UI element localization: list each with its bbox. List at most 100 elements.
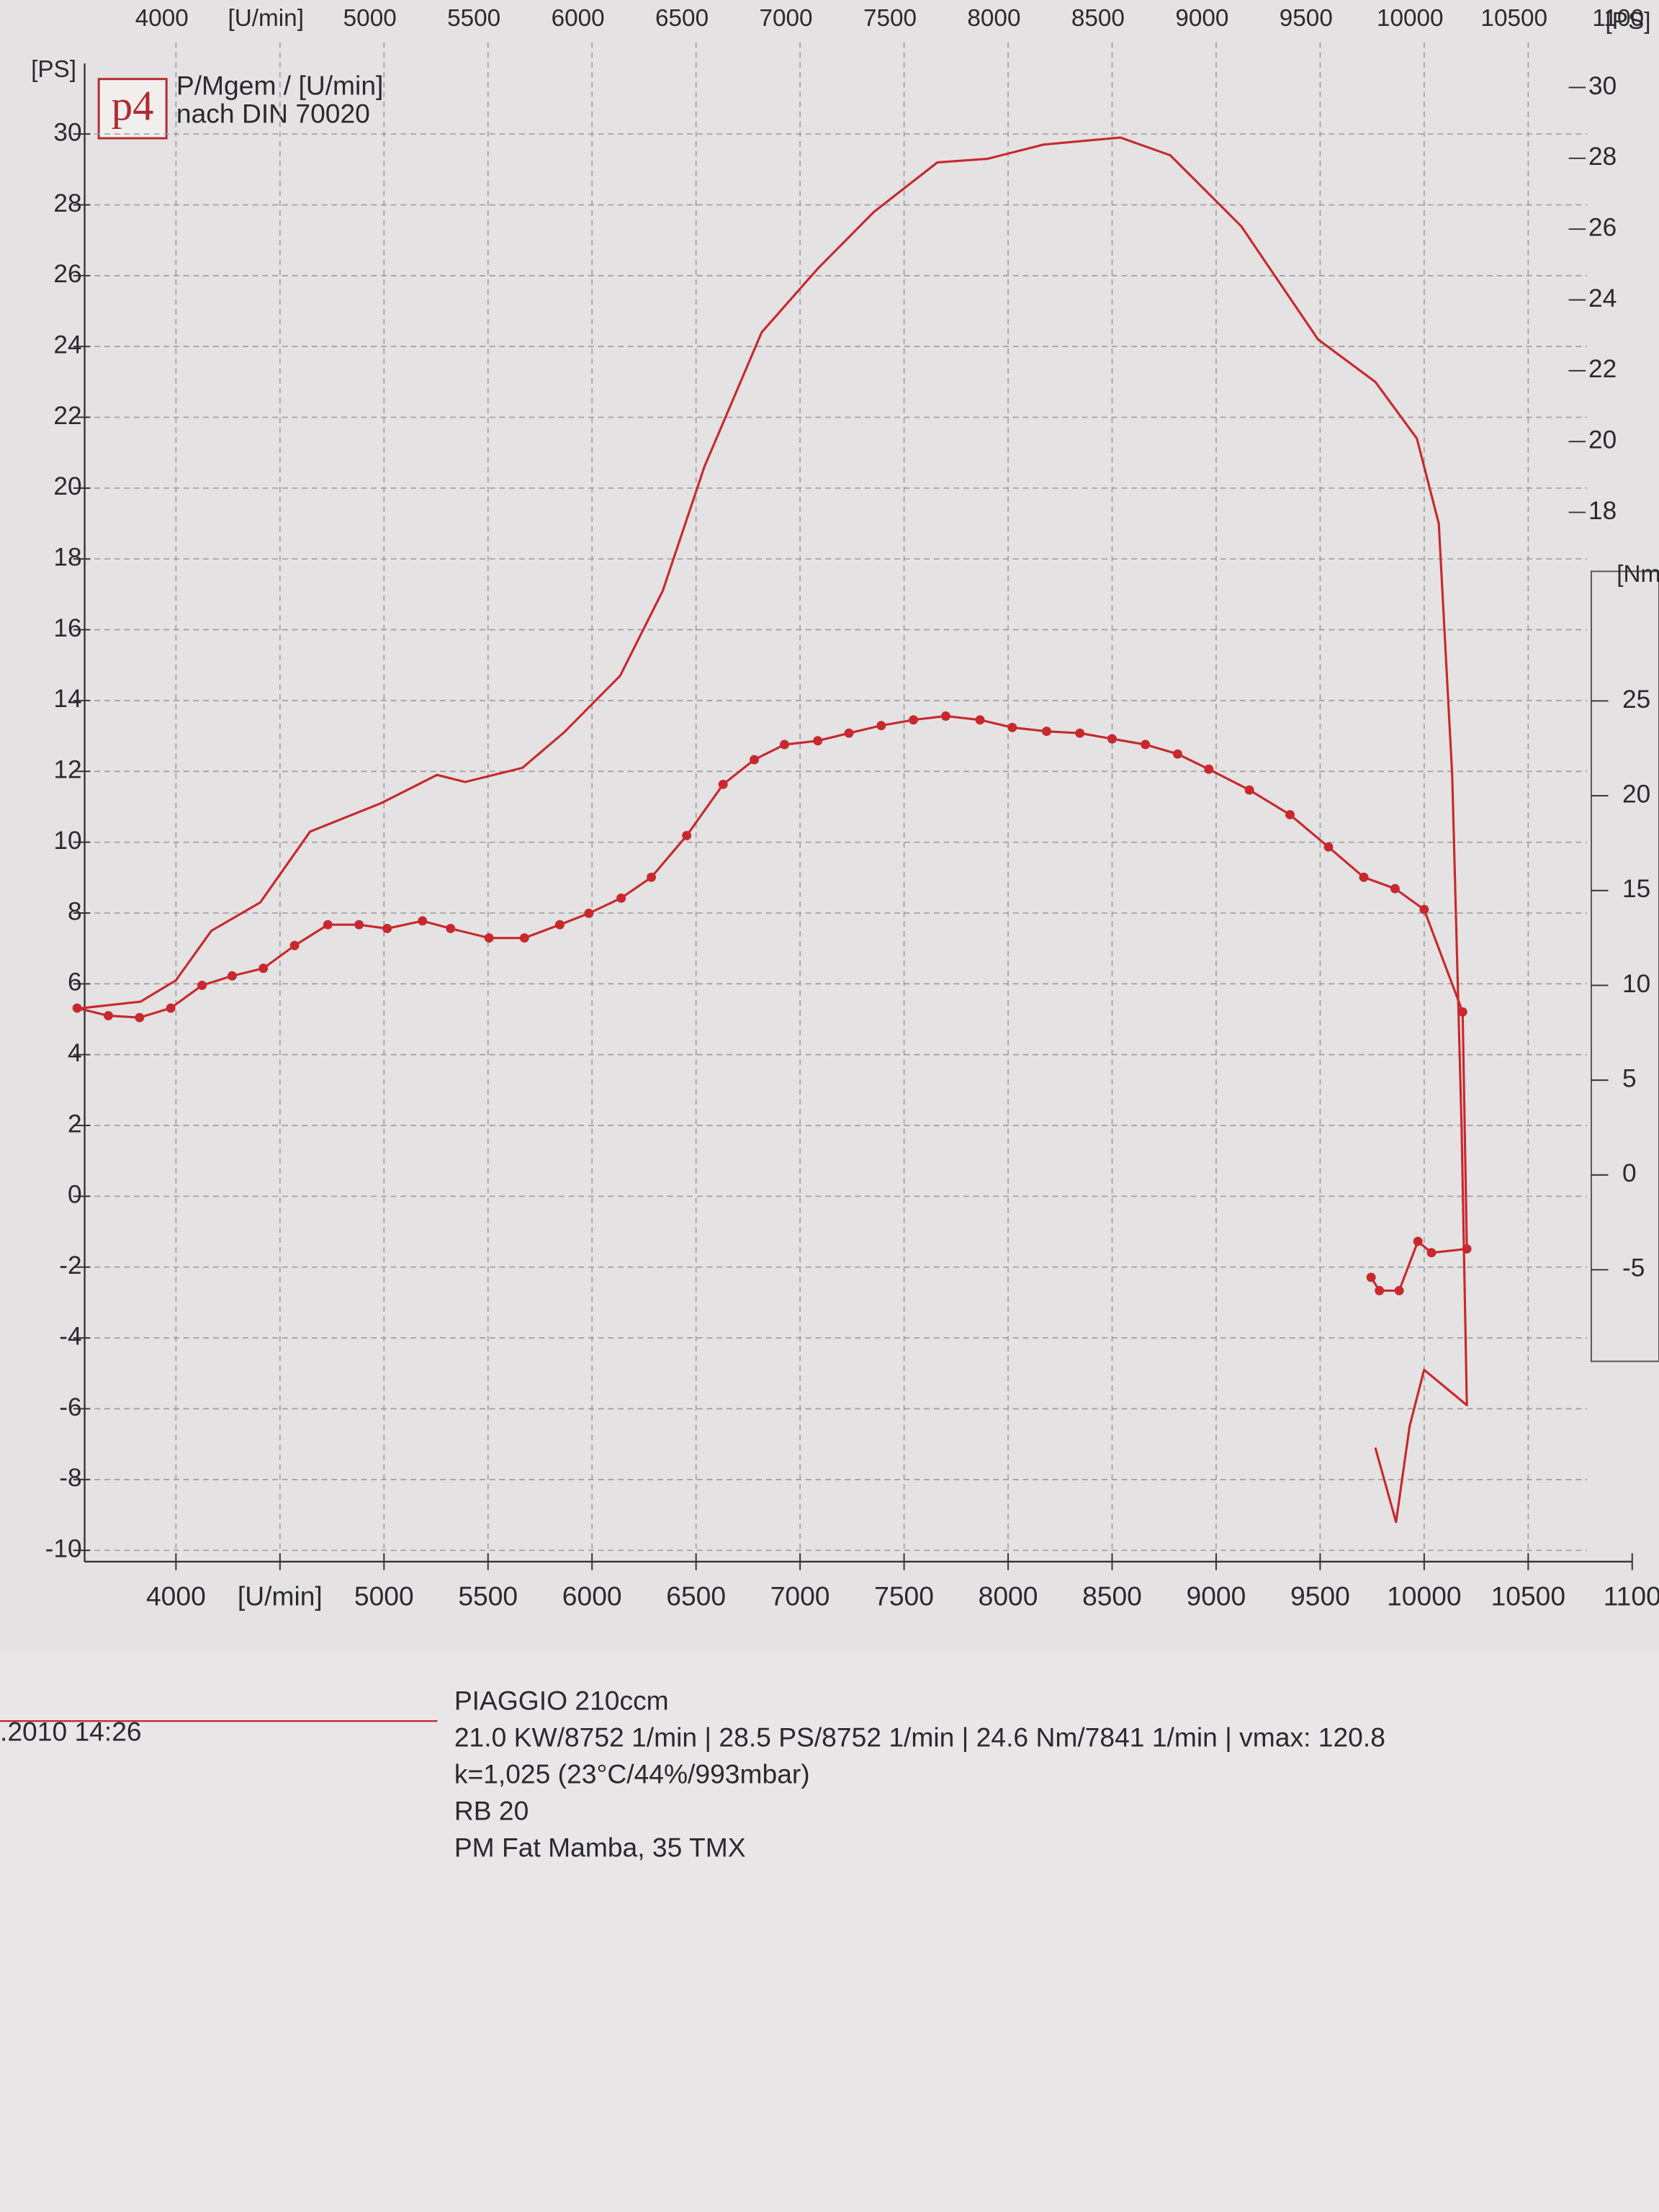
- y2-tick-label: -5: [1622, 1254, 1645, 1282]
- x-tick-label: 9500: [1290, 1581, 1350, 1611]
- data-point: [289, 940, 300, 950]
- data-point: [323, 920, 333, 930]
- x-top-tick-label: 8000: [967, 5, 1020, 32]
- info-line: PM Fat Mamba, 35 TMX: [454, 1832, 746, 1862]
- y3-tick-label: 26: [1588, 213, 1617, 241]
- data-line: [76, 136, 1468, 1524]
- data-point: [354, 920, 364, 930]
- x-top-tick-label: 7500: [863, 5, 917, 32]
- x-top-tick-label: 9500: [1280, 5, 1333, 32]
- y2-tick-label: 0: [1622, 1159, 1637, 1187]
- data-point: [909, 715, 919, 725]
- data-point: [484, 933, 494, 943]
- x-top-tick-label: 5500: [447, 5, 500, 32]
- x-tick-label: 1100: [1604, 1581, 1659, 1611]
- y-unit: [PS]: [31, 56, 76, 83]
- y-tick-label: 18: [53, 544, 81, 572]
- x-top-tick-label: 7000: [759, 5, 812, 32]
- data-point: [166, 1003, 176, 1013]
- x-top-tick-label: 10000: [1377, 5, 1444, 32]
- data-point: [876, 721, 886, 731]
- data-point: [519, 933, 529, 943]
- y-tick-label: -4: [59, 1322, 81, 1350]
- data-point: [584, 908, 594, 918]
- data-point: [1285, 809, 1295, 819]
- data-point: [446, 923, 456, 933]
- data-point: [1042, 727, 1051, 737]
- data-point: [940, 711, 950, 721]
- data-point: [1107, 734, 1117, 744]
- data-point: [1390, 884, 1400, 894]
- data-point: [1141, 739, 1151, 750]
- logo-box: [97, 78, 168, 140]
- info-line: PIAGGIO 210ccm: [454, 1686, 669, 1716]
- data-point: [1457, 1007, 1467, 1017]
- y-tick-label: 22: [53, 402, 81, 430]
- data-point: [975, 715, 985, 725]
- y-tick-label: 28: [53, 189, 81, 217]
- y2-tick-label: 5: [1622, 1064, 1637, 1092]
- data-point: [647, 872, 657, 882]
- x-top-tick-label: [U/min]: [228, 5, 304, 32]
- data-point: [135, 1012, 145, 1022]
- x-tick-label: 9000: [1187, 1581, 1246, 1611]
- x-top-tick-label: 1100: [1592, 5, 1644, 32]
- y3-tick-label: 18: [1588, 497, 1617, 525]
- x-tick-label: 8500: [1082, 1581, 1142, 1611]
- data-point: [1366, 1272, 1376, 1282]
- data-point: [1173, 749, 1182, 759]
- data-point: [844, 728, 854, 738]
- data-point: [750, 755, 760, 765]
- data-point: [779, 739, 789, 750]
- y3-tick-label: 30: [1588, 72, 1617, 100]
- x-tick-label: 10000: [1387, 1581, 1462, 1611]
- data-point: [616, 893, 626, 903]
- date: .2010 14:26: [0, 1717, 142, 1747]
- x-tick-label: 7500: [874, 1581, 934, 1611]
- y2-unit: [Nm]: [1617, 561, 1659, 588]
- y-tick-label: 4: [68, 1039, 82, 1067]
- data-point: [1394, 1285, 1404, 1295]
- y-tick-label: 14: [53, 685, 81, 713]
- y-tick-label: 30: [53, 118, 81, 146]
- data-point: [682, 830, 692, 840]
- y-tick-label: 20: [53, 472, 81, 500]
- y-tick-label: -2: [59, 1251, 81, 1280]
- x-tick-label: 7000: [770, 1581, 830, 1611]
- x-tick-label: 5000: [354, 1581, 414, 1611]
- data-point: [1375, 1285, 1385, 1295]
- y3-tick-label: 20: [1588, 426, 1617, 454]
- data-point: [1419, 904, 1429, 914]
- y3-tick-label: 22: [1588, 355, 1617, 383]
- y-tick-label: 12: [53, 756, 81, 784]
- y-tick-label: 2: [68, 1110, 82, 1138]
- data-point: [382, 923, 392, 933]
- y-tick-label: 16: [53, 614, 81, 642]
- nm-axis-box: [1590, 570, 1659, 1362]
- x-top-tick-label: 6500: [655, 5, 709, 32]
- x-top-tick-label: 8500: [1071, 5, 1125, 32]
- x-tick-label: 6000: [562, 1581, 622, 1611]
- data-point: [813, 736, 823, 746]
- data-point: [1244, 785, 1254, 795]
- paper-lower: [0, 1650, 1659, 2212]
- data-point: [1426, 1248, 1437, 1258]
- info-line: RB 20: [454, 1795, 529, 1825]
- chart-subtitle: nach DIN 70020: [176, 98, 370, 128]
- x-tick-label: 10500: [1491, 1581, 1566, 1611]
- y-tick-label: 10: [53, 827, 81, 855]
- y2-tick-label: 25: [1622, 685, 1650, 714]
- y-unit-right: [PS]: [1606, 8, 1651, 35]
- y2-tick-label: 10: [1622, 970, 1650, 998]
- y2-tick-label: 15: [1622, 875, 1650, 903]
- data-point: [72, 1003, 82, 1013]
- x-tick-label: 6500: [666, 1581, 726, 1611]
- y-tick-label: -10: [45, 1534, 82, 1563]
- data-point: [1462, 1244, 1472, 1254]
- data-point: [104, 1011, 113, 1021]
- data-point: [418, 916, 428, 926]
- x-tick-label: 5500: [458, 1581, 518, 1611]
- logo: p4: [112, 82, 154, 129]
